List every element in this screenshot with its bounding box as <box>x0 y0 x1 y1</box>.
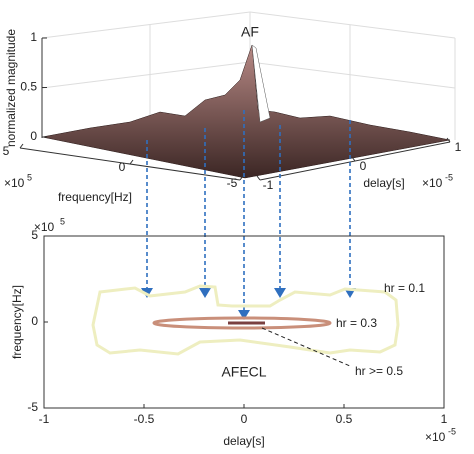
contour-outer <box>91 284 400 356</box>
x-tick <box>19 143 24 149</box>
z-tick-label: 0.5 <box>20 80 37 94</box>
y-tick-label: 0 <box>360 159 367 173</box>
y-exponent-power: -5 <box>445 172 453 182</box>
y-exponent: ×10 <box>422 176 443 190</box>
x-exponent-power: 5 <box>27 172 32 182</box>
x-tick <box>239 175 244 181</box>
contour-title: AFECL <box>221 364 266 380</box>
level-label: hr = 0.3 <box>336 316 377 330</box>
y-tick-label: 1 <box>455 140 462 154</box>
surface-title: AF <box>241 24 259 40</box>
contour-x-exponent-power: -5 <box>448 426 456 436</box>
contour-middle <box>152 316 332 330</box>
x-tick-label: 1 <box>441 412 448 426</box>
y-tick-label: -5 <box>27 400 38 414</box>
contour-y-exponent: ×10 <box>34 220 55 234</box>
contour-x-exponent: ×10 <box>425 430 446 444</box>
x-tick-label: 0.5 <box>336 412 353 426</box>
x-tick-label: 5 <box>3 144 10 158</box>
x-tick-label: -1 <box>39 412 50 426</box>
arrows <box>141 110 356 320</box>
y-tick-label: 5 <box>31 228 38 242</box>
level-pointer <box>261 327 351 367</box>
x-tick <box>129 159 134 165</box>
level-label: hr = 0.1 <box>384 281 425 295</box>
contour-x-label: delay[s] <box>223 434 264 448</box>
x-exponent: ×10 <box>4 176 25 190</box>
x-tick-label: 0 <box>119 160 126 174</box>
y-label: delay[s] <box>363 176 404 190</box>
y-tick <box>256 175 261 181</box>
y-tick-label: 0 <box>31 314 38 328</box>
contour-y-label: frequency[Hz] <box>10 285 24 359</box>
x-tick-label: -0.5 <box>134 412 155 426</box>
y-tick-label: -1 <box>263 178 274 192</box>
contour-y-exponent-power: 5 <box>60 216 65 226</box>
z-tick-label: 1 <box>30 30 37 44</box>
z-label: normalized magnitude <box>4 29 18 147</box>
surface <box>41 44 451 179</box>
x-label: frequency[Hz] <box>58 190 132 204</box>
surface-peak <box>251 44 271 123</box>
y-tick <box>446 137 451 143</box>
x-tick-label: -5 <box>227 176 238 190</box>
level-label: hr >= 0.5 <box>355 364 403 378</box>
z-tick-label: 0 <box>30 129 37 143</box>
y-tick <box>351 156 356 162</box>
x-tick-label: 0 <box>241 412 248 426</box>
